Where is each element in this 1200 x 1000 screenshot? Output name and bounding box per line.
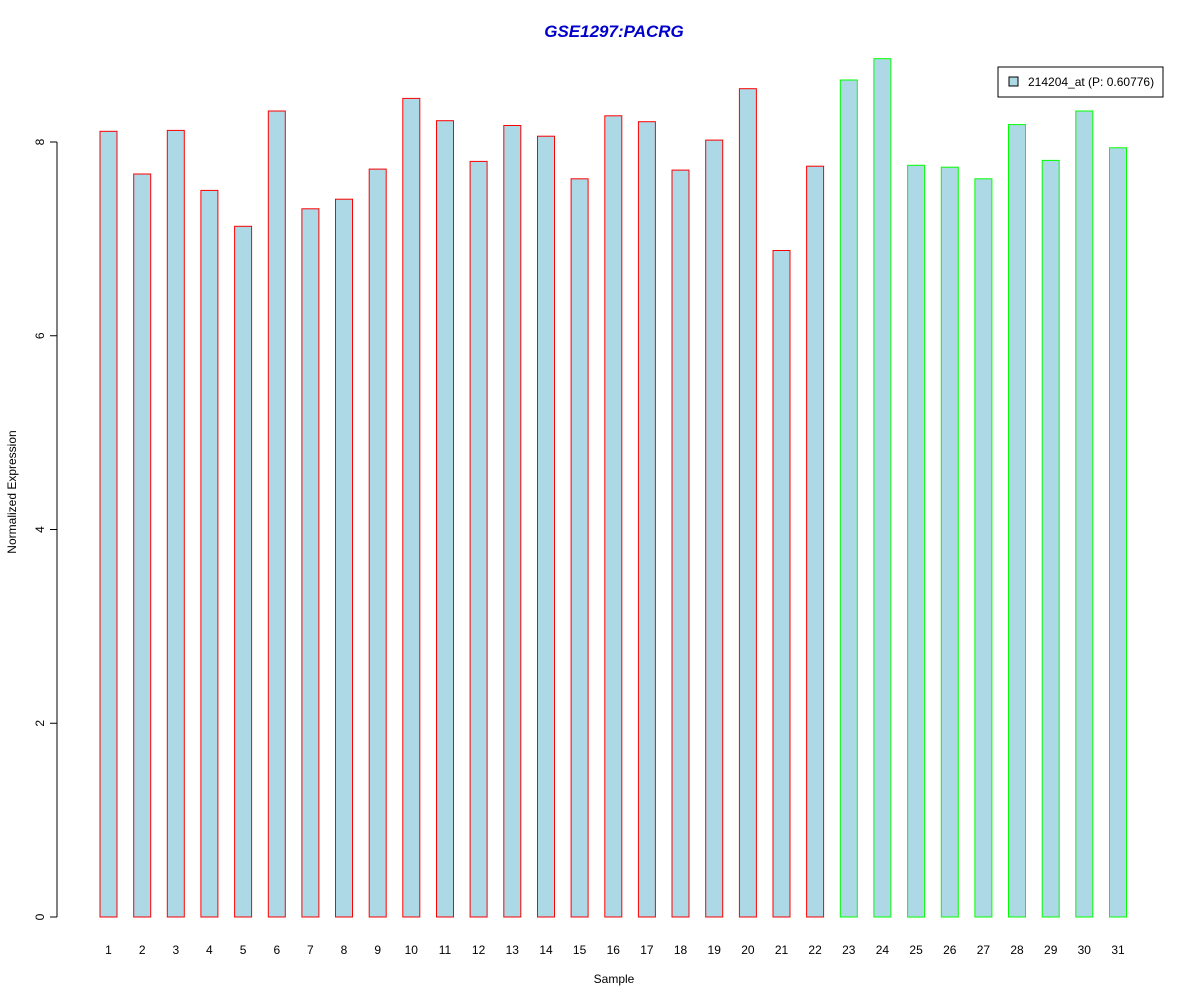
bar	[705, 139, 724, 918]
x-tick-label: 17	[640, 943, 654, 957]
x-tick-label: 16	[607, 943, 621, 957]
x-tick-label: 3	[172, 943, 179, 957]
bar	[267, 110, 286, 918]
x-tick-label: 20	[741, 943, 755, 957]
x-tick-label: 26	[943, 943, 957, 957]
x-tick-label: 19	[708, 943, 722, 957]
x-axis-label: Sample	[594, 972, 635, 986]
x-tick-label: 30	[1078, 943, 1092, 957]
y-tick-label: 2	[33, 720, 47, 727]
bar	[806, 165, 825, 918]
bars	[99, 58, 1127, 918]
bar	[940, 166, 959, 918]
x-tick-label: 28	[1010, 943, 1024, 957]
x-tick-label: 21	[775, 943, 789, 957]
legend-swatch	[1008, 76, 1019, 87]
legend-box	[997, 66, 1164, 98]
x-tick-label: 10	[405, 943, 419, 957]
x-tick-label: 6	[273, 943, 280, 957]
bar	[301, 208, 320, 918]
bar	[503, 125, 522, 918]
x-tick-label: 31	[1111, 943, 1125, 957]
x-tick-label: 18	[674, 943, 688, 957]
x-tick-label: 8	[341, 943, 348, 957]
bar	[234, 225, 253, 918]
bar	[436, 120, 454, 918]
bar	[671, 169, 690, 918]
bar	[368, 168, 387, 918]
x-axis-tick-labels: 1 2 3 4 5 6 7 8 9 10 11 12 13 14 15 16 17 18 19 20 21 22 23 24 2…	[105, 943, 1125, 957]
bar	[200, 189, 219, 918]
bar	[133, 173, 152, 918]
x-tick-label: 23	[842, 943, 856, 957]
x-tick-label: 29	[1044, 943, 1058, 957]
bar	[99, 130, 118, 918]
x-tick-label: 14	[539, 943, 553, 957]
bar	[469, 160, 488, 918]
bar	[570, 178, 589, 918]
bar	[637, 121, 656, 918]
x-tick-label: 5	[240, 943, 247, 957]
legend: 214204_at (P: 0.60776)	[997, 66, 1164, 98]
bar	[907, 164, 926, 918]
x-tick-label: 25	[909, 943, 923, 957]
bar	[604, 115, 623, 918]
bar	[1008, 124, 1026, 918]
x-tick-label: 24	[876, 943, 890, 957]
y-tick-label: 6	[33, 332, 47, 339]
bar	[402, 97, 421, 918]
x-tick-label: 13	[506, 943, 520, 957]
x-tick-label: 4	[206, 943, 213, 957]
bar	[1041, 159, 1060, 918]
y-axis: 0 2 4 6 8	[33, 138, 58, 920]
bar	[1109, 147, 1127, 918]
bar	[335, 198, 353, 918]
y-tick-label: 0	[33, 913, 47, 920]
bar	[974, 178, 993, 918]
bar	[873, 58, 892, 918]
x-tick-label: 1	[105, 943, 112, 957]
bar	[166, 129, 185, 918]
x-tick-label: 12	[472, 943, 486, 957]
y-tick-label: 4	[33, 526, 47, 533]
x-tick-label: 7	[307, 943, 314, 957]
x-tick-label: 22	[808, 943, 822, 957]
y-tick-label: 8	[33, 138, 47, 145]
x-tick-label: 11	[439, 943, 452, 957]
x-tick-label: 27	[977, 943, 991, 957]
bar	[537, 135, 555, 918]
chart-title: GSE1297:PACRG	[544, 22, 684, 41]
bar	[738, 88, 757, 918]
x-tick-label: 15	[573, 943, 587, 957]
legend-label: 214204_at (P: 0.60776)	[1028, 75, 1154, 89]
bar	[839, 79, 858, 918]
bar	[1075, 110, 1094, 918]
x-tick-label: 2	[139, 943, 146, 957]
bar	[772, 250, 791, 918]
x-tick-label: 9	[374, 943, 381, 957]
y-axis-label: Normalized Expression	[5, 430, 19, 553]
